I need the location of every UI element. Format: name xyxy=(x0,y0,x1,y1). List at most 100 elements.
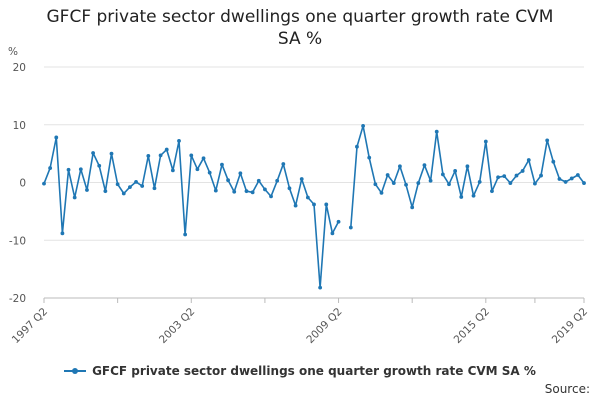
data-point xyxy=(48,166,53,170)
data-point xyxy=(496,175,500,180)
grid-lines xyxy=(44,66,584,299)
legend-swatch-icon xyxy=(64,366,87,376)
chart-title: GFCF private sector dwellings one quarte… xyxy=(46,7,554,49)
data-point xyxy=(477,180,482,184)
y-tick-label: -10 xyxy=(9,235,26,247)
data-point xyxy=(391,181,396,185)
data-point xyxy=(453,169,458,173)
data-point xyxy=(97,163,102,168)
data-point xyxy=(287,186,292,191)
data-point xyxy=(422,163,427,168)
y-tick-label: -20 xyxy=(9,293,26,305)
data-point xyxy=(582,181,586,185)
data-point xyxy=(195,167,200,172)
series-gfcf-growth xyxy=(42,124,586,290)
data-point xyxy=(250,190,255,195)
data-point xyxy=(226,178,230,183)
data-point xyxy=(103,189,108,194)
data-point xyxy=(557,177,562,181)
data-point xyxy=(164,147,169,152)
legend[interactable]: GFCF private sector dwellings one quarte… xyxy=(0,364,600,378)
data-point xyxy=(42,181,46,186)
data-point xyxy=(459,195,464,199)
x-tick-labels: 1997 Q2 2003 Q2 2009 Q2 2015 Q2 2019 Q2 xyxy=(10,306,590,346)
data-point xyxy=(385,173,390,177)
data-point xyxy=(170,168,175,173)
data-point xyxy=(72,195,77,200)
data-point xyxy=(348,225,353,230)
series-line xyxy=(350,125,585,228)
data-point xyxy=(269,194,273,199)
data-point xyxy=(336,219,341,224)
data-point xyxy=(569,176,574,181)
data-point xyxy=(207,170,212,175)
data-point xyxy=(508,181,513,185)
x-tick-label: 2003 Q2 xyxy=(157,306,197,346)
data-point xyxy=(158,153,163,158)
axes: % xyxy=(8,46,585,303)
data-point xyxy=(85,188,89,192)
data-point xyxy=(545,138,550,143)
data-point xyxy=(60,231,65,236)
data-point xyxy=(305,195,310,200)
data-point xyxy=(404,182,408,187)
data-point xyxy=(373,182,378,187)
data-point xyxy=(514,173,519,178)
data-point xyxy=(312,202,316,207)
data-point xyxy=(330,231,335,236)
data-point xyxy=(533,181,537,186)
data-point xyxy=(520,169,525,173)
x-tick-label: 2019 Q2 xyxy=(550,306,590,346)
data-point xyxy=(379,190,384,195)
data-point xyxy=(134,180,138,184)
data-point xyxy=(213,188,218,193)
x-tick-label: 2009 Q2 xyxy=(304,306,344,346)
legend-label: GFCF private sector dwellings one quarte… xyxy=(92,364,536,378)
data-point xyxy=(428,178,433,183)
series-line xyxy=(43,136,340,289)
data-point xyxy=(189,153,194,158)
data-point xyxy=(244,189,249,194)
y-tick-label: 20 xyxy=(13,62,26,74)
data-point xyxy=(183,232,188,237)
y-axis-unit-label: % xyxy=(8,46,18,58)
data-point xyxy=(465,164,470,169)
data-point xyxy=(128,185,132,190)
x-tick-label: 2015 Q2 xyxy=(452,306,492,346)
data-point xyxy=(398,164,402,169)
data-point xyxy=(434,129,439,134)
data-point xyxy=(539,173,543,178)
data-point xyxy=(146,154,151,158)
data-point xyxy=(256,178,261,183)
data-point xyxy=(66,167,71,172)
data-point xyxy=(361,124,365,128)
data-point xyxy=(416,181,421,185)
data-point xyxy=(502,174,507,179)
data-point xyxy=(324,202,329,207)
data-point xyxy=(440,172,445,177)
y-tick-label: 0 xyxy=(19,178,26,190)
data-point xyxy=(575,173,580,177)
data-point xyxy=(281,162,286,166)
data-point xyxy=(121,191,126,196)
data-point xyxy=(551,159,556,164)
data-point xyxy=(201,156,206,161)
data-point xyxy=(54,135,59,140)
data-point xyxy=(152,186,157,191)
data-point xyxy=(177,139,181,143)
data-point xyxy=(275,178,280,183)
data-point xyxy=(293,203,298,208)
data-point xyxy=(563,180,568,184)
data-point xyxy=(355,144,359,149)
data-point xyxy=(238,171,243,176)
data-point xyxy=(490,189,494,194)
y-tick-label: 10 xyxy=(13,120,26,132)
y-tick-labels: -20 -10 0 10 20 xyxy=(9,62,26,305)
data-point xyxy=(232,189,237,194)
data-point xyxy=(140,184,145,188)
data-point xyxy=(78,167,83,172)
data-point xyxy=(263,187,267,192)
source-label: Source: xyxy=(544,382,590,396)
data-point xyxy=(115,182,120,187)
